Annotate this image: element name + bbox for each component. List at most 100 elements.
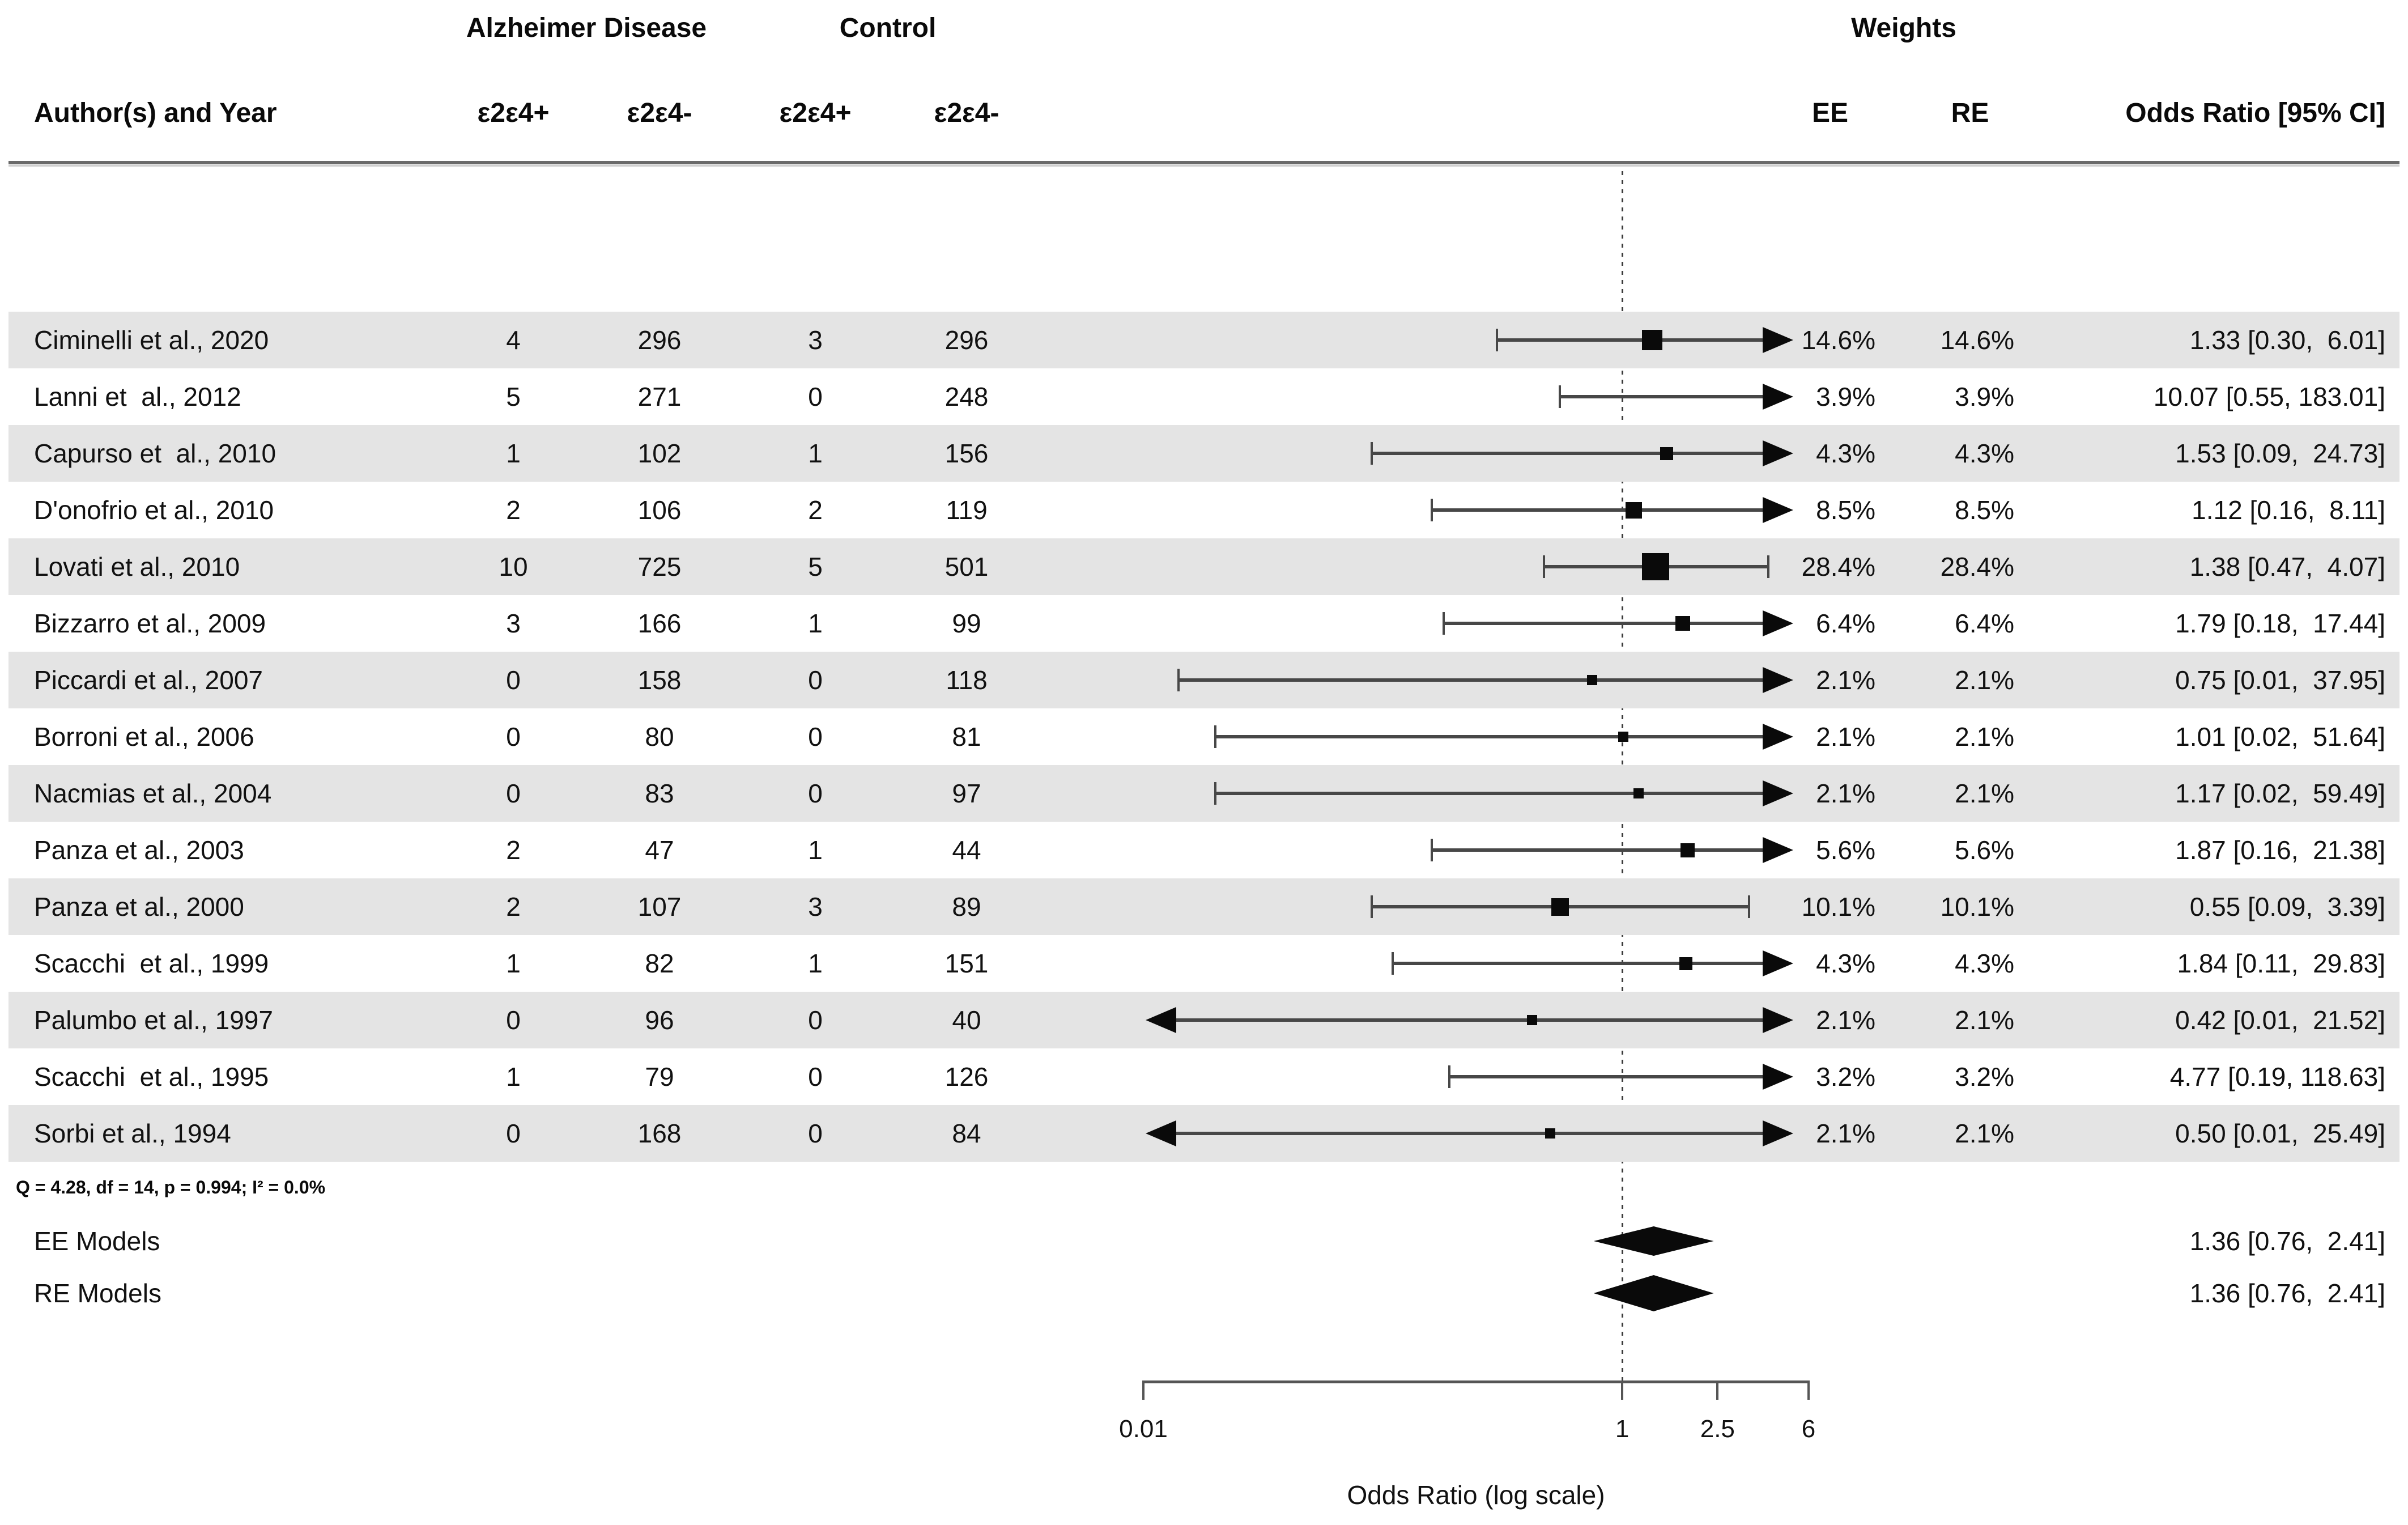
axis-tick-label: 2.5 [1700, 1415, 1735, 1443]
re-weight-value: 4.3% [1955, 949, 2014, 978]
axis-tick [1716, 1380, 1719, 1400]
point-estimate-marker [1626, 502, 1643, 519]
count-ad-neg: 271 [637, 382, 682, 411]
column-header-ctrl-e2e4-neg: ε2ε4- [934, 98, 999, 128]
point-estimate-marker [1641, 330, 1662, 350]
count-ad-pos: 10 [499, 552, 528, 581]
point-estimate-marker [1660, 447, 1673, 460]
count-ctrl-pos: 0 [808, 665, 823, 695]
count-ad-pos: 2 [506, 495, 521, 525]
count-ctrl-neg: 44 [952, 835, 981, 865]
ci-left-arrow-icon [1146, 1120, 1176, 1146]
table-row-stripe [8, 878, 2400, 935]
count-ctrl-pos: 3 [808, 892, 823, 921]
table-row-stripe [8, 765, 2400, 822]
ci-line [1444, 622, 1766, 625]
axis-tick-label: 6 [1801, 1415, 1816, 1443]
ci-upper-cap [1748, 895, 1751, 918]
count-ad-neg: 79 [645, 1062, 674, 1091]
study-author-label: Scacchi et al., 1995 [34, 1062, 269, 1091]
ci-line [1372, 452, 1766, 455]
ci-right-arrow-icon [1763, 950, 1793, 976]
column-header-author: Author(s) and Year [34, 98, 277, 128]
ci-lower-cap [1430, 839, 1433, 861]
count-ctrl-neg: 81 [952, 722, 981, 751]
re-weight-value: 3.2% [1955, 1062, 2014, 1091]
study-author-label: Sorbi et al., 1994 [34, 1119, 231, 1148]
count-ad-neg: 102 [637, 439, 682, 468]
ci-left-arrow-icon [1146, 1007, 1176, 1033]
count-ctrl-pos: 1 [808, 439, 823, 468]
study-author-label: Borroni et al., 2006 [34, 722, 254, 751]
axis-tick [1621, 1380, 1624, 1400]
axis-tick-label: 1 [1615, 1415, 1630, 1443]
ci-line [1173, 1018, 1766, 1022]
re-weight-value: 28.4% [1940, 552, 2014, 581]
ci-lower-cap [1371, 895, 1373, 918]
axis-title: Odds Ratio (log scale) [1347, 1480, 1605, 1510]
study-author-label: D'onofrio et al., 2010 [34, 495, 274, 525]
point-estimate-marker [1618, 732, 1628, 742]
count-ad-pos: 1 [506, 1062, 521, 1091]
summary-odds-ratio-value: 1.36 [0.76, 2.41] [2189, 1226, 2385, 1256]
ci-line [1173, 1132, 1766, 1135]
re-weight-value: 4.3% [1955, 439, 2014, 468]
count-ctrl-pos: 5 [808, 552, 823, 581]
count-ad-neg: 106 [637, 495, 682, 525]
re-weight-value: 2.1% [1955, 665, 2014, 695]
study-author-label: Panza et al., 2000 [34, 892, 244, 921]
ee-weight-value: 4.3% [1816, 439, 1875, 468]
ee-weight-value: 3.2% [1816, 1062, 1875, 1091]
re-weight-value: 8.5% [1955, 495, 2014, 525]
column-header-ctrl-e2e4-pos: ε2ε4+ [779, 98, 852, 128]
group-header-control: Control [839, 13, 937, 43]
table-row-stripe [8, 312, 2400, 368]
odds-ratio-value: 1.33 [0.30, 6.01] [2189, 325, 2385, 355]
count-ctrl-pos: 1 [808, 949, 823, 978]
count-ctrl-pos: 1 [808, 609, 823, 638]
ci-lower-cap [1542, 555, 1545, 578]
ci-line [1215, 792, 1766, 795]
study-author-label: Bizzarro et al., 2009 [34, 609, 266, 638]
count-ctrl-neg: 296 [945, 325, 989, 355]
summary-model-label: EE Models [34, 1226, 160, 1256]
count-ad-pos: 5 [506, 382, 521, 411]
ci-lower-cap [1214, 782, 1217, 805]
heterogeneity-note: Q = 4.28, df = 14, p = 0.994; I² = 0.0% [16, 1177, 326, 1197]
ci-line [1393, 962, 1766, 965]
group-header-weights: Weights [1851, 13, 1956, 43]
odds-ratio-value: 4.77 [0.19, 118.63] [2169, 1062, 2385, 1091]
column-header-re-weight: RE [1951, 98, 1989, 128]
study-author-label: Capurso et al., 2010 [34, 439, 276, 468]
count-ctrl-pos: 0 [808, 722, 823, 751]
ee-weight-value: 10.1% [1801, 892, 1875, 921]
re-weight-value: 2.1% [1955, 722, 2014, 751]
ci-right-arrow-icon [1763, 667, 1793, 693]
re-weight-value: 2.1% [1955, 1119, 2014, 1148]
count-ctrl-neg: 151 [945, 949, 989, 978]
count-ad-pos: 0 [506, 722, 521, 751]
header-rule-light [8, 165, 2400, 167]
column-header-ee-weight: EE [1811, 98, 1849, 128]
odds-ratio-value: 1.53 [0.09, 24.73] [2175, 439, 2385, 468]
ci-right-arrow-icon [1763, 497, 1793, 523]
count-ctrl-neg: 40 [952, 1005, 981, 1035]
ee-weight-value: 3.9% [1816, 382, 1875, 411]
point-estimate-marker [1551, 898, 1569, 916]
odds-ratio-value: 1.12 [0.16, 8.11] [2192, 495, 2385, 525]
ci-line [1431, 848, 1766, 852]
count-ctrl-pos: 3 [808, 325, 823, 355]
table-row-stripe [8, 425, 2400, 482]
count-ad-neg: 82 [645, 949, 674, 978]
odds-ratio-value: 0.42 [0.01, 21.52] [2175, 1005, 2385, 1035]
count-ctrl-pos: 0 [808, 382, 823, 411]
column-header-ad-e2e4-pos: ε2ε4+ [477, 98, 550, 128]
ee-weight-value: 8.5% [1816, 495, 1875, 525]
re-weight-value: 2.1% [1955, 779, 2014, 808]
axis-line [1143, 1380, 1809, 1383]
re-weight-value: 5.6% [1955, 835, 2014, 865]
count-ad-neg: 96 [645, 1005, 674, 1035]
count-ad-pos: 3 [506, 609, 521, 638]
ci-lower-cap [1448, 1065, 1451, 1088]
